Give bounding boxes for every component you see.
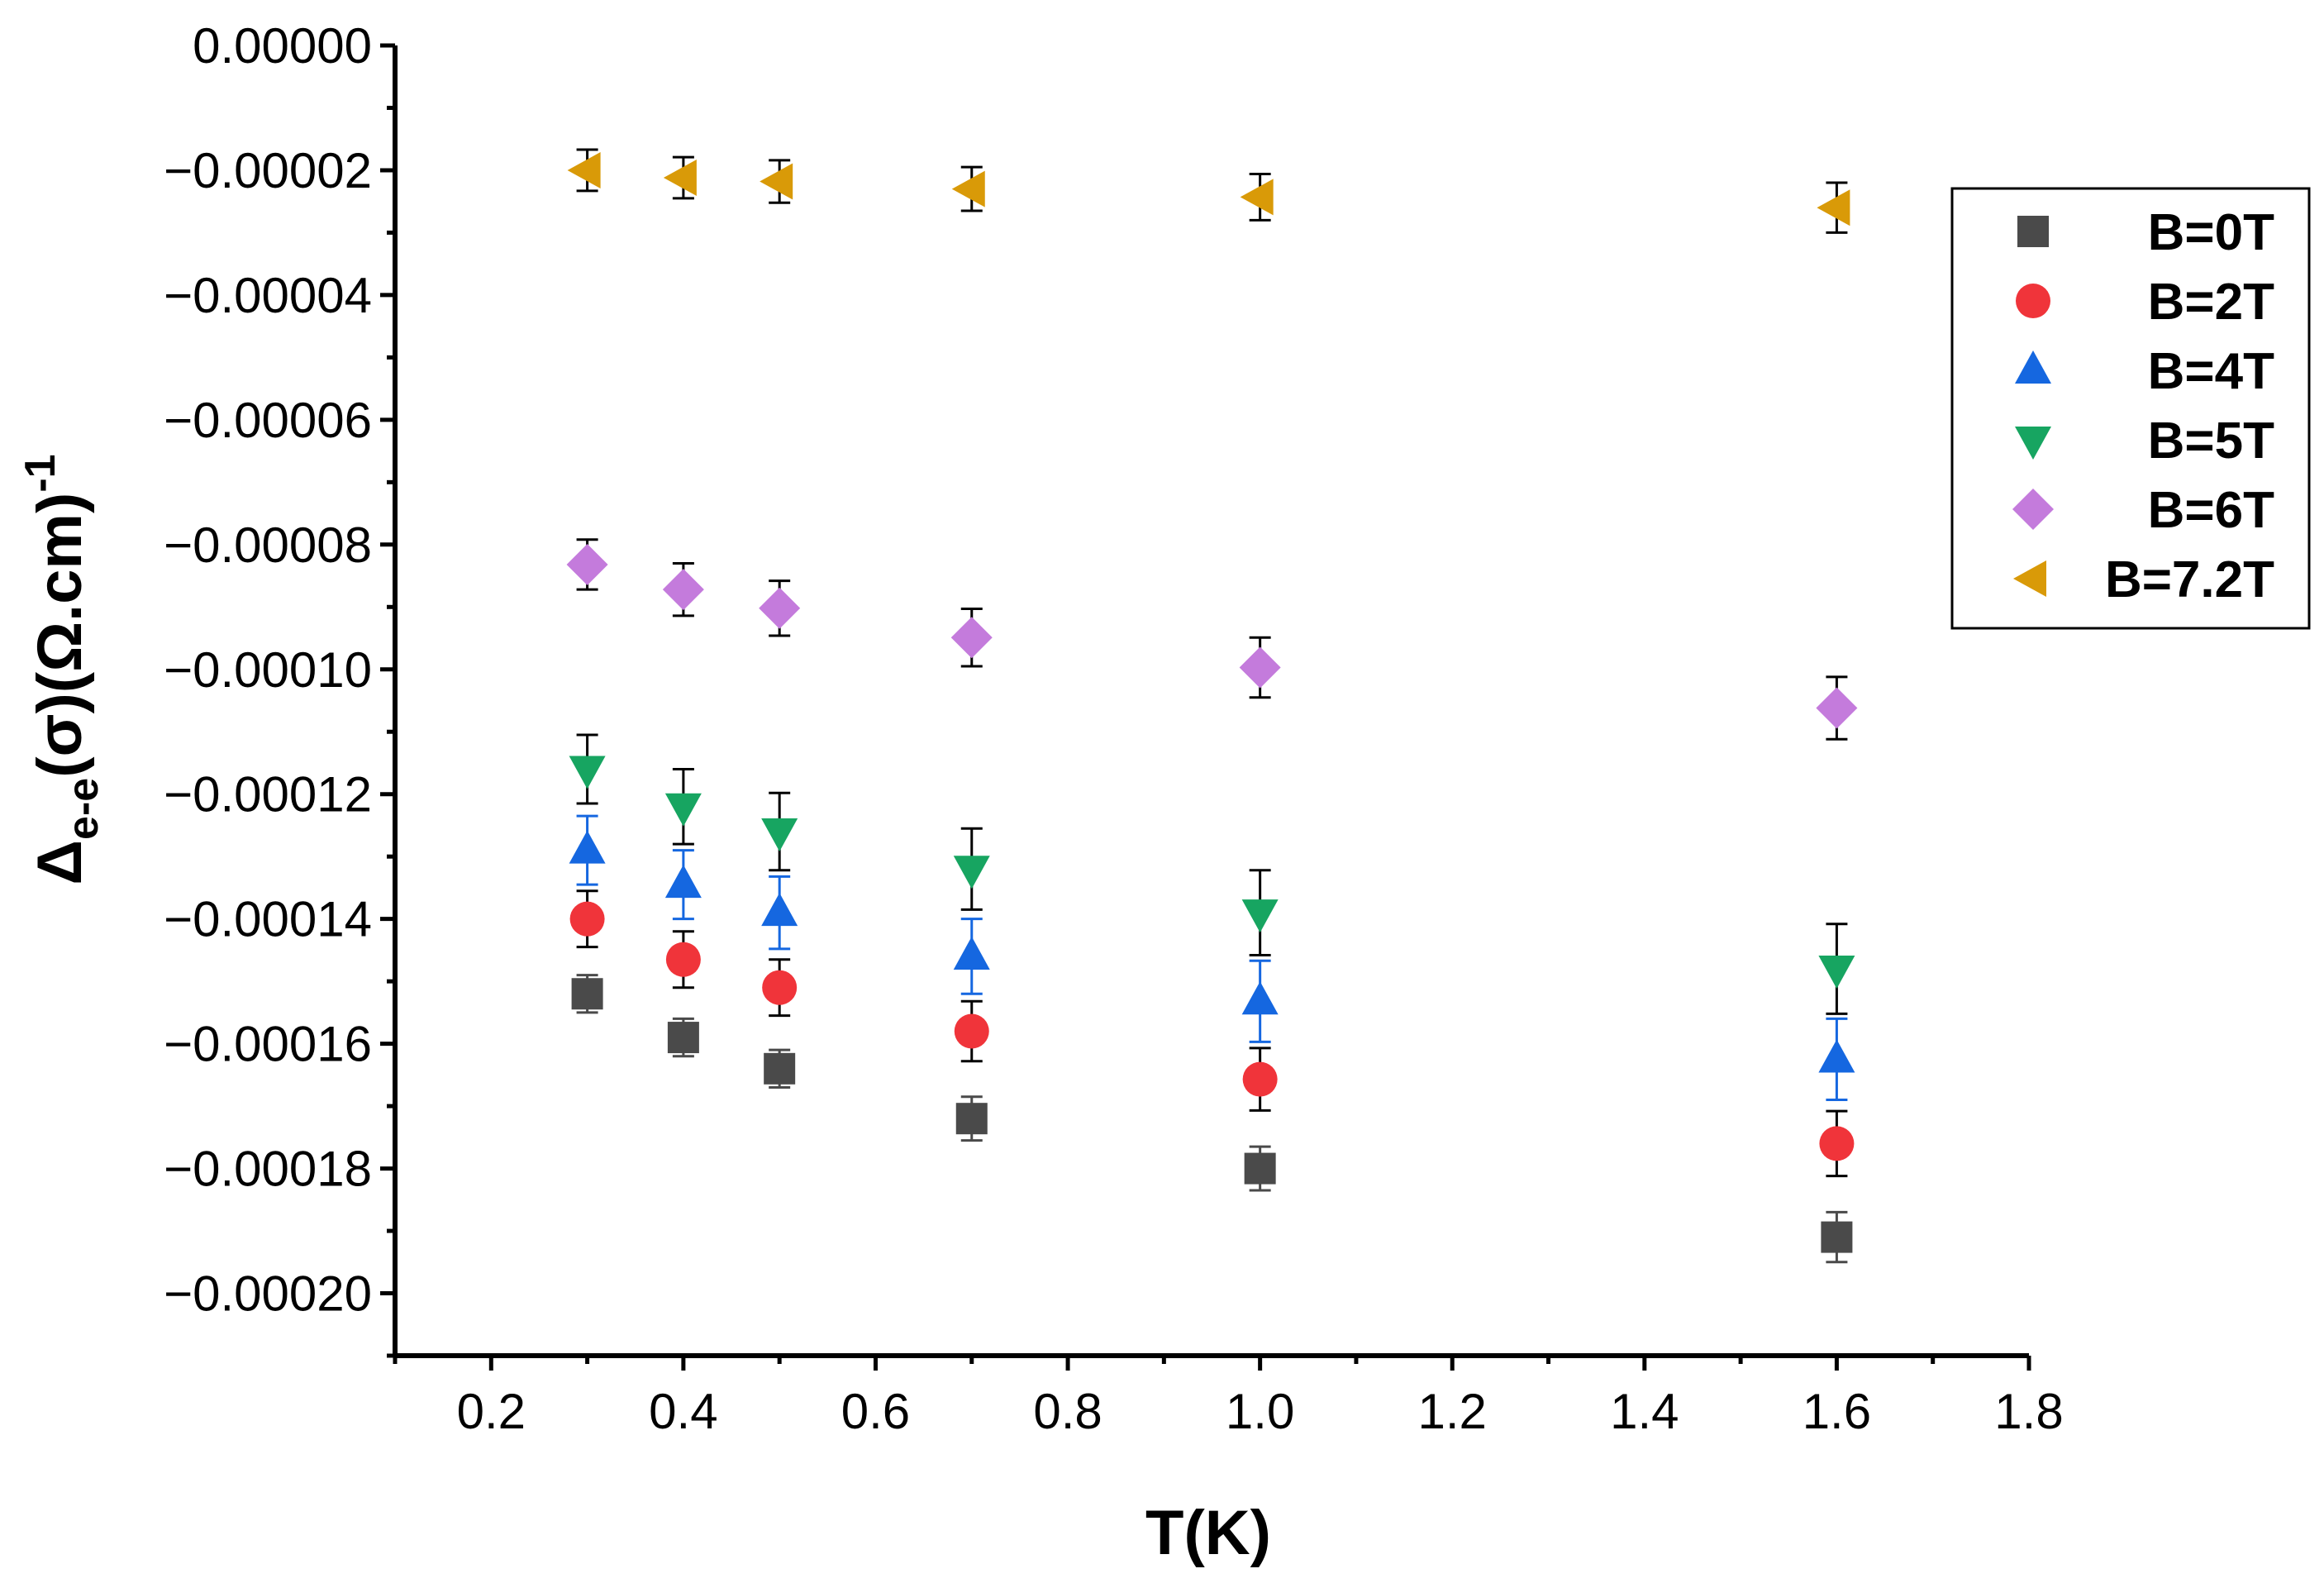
y-axis-title: Δe-e(σ)(Ω.cm)-1: [17, 454, 107, 884]
legend-marker-b-4t: [2015, 350, 2051, 384]
point-b-2t: [569, 901, 605, 937]
y-tick-label: −0.00020: [164, 1266, 372, 1322]
y-axis-title-main: Δ: [25, 840, 95, 885]
legend-label-b-6t: B=6T: [2148, 482, 2274, 539]
y-axis-title-subscript: e-e: [60, 778, 107, 840]
axis-titles: T(K) Δe-e(σ)(Ω.cm)-1: [17, 454, 1271, 1568]
point-b-4t: [664, 865, 702, 899]
point-b-0t: [1244, 1152, 1276, 1185]
point-b-4t: [1818, 1039, 1855, 1073]
legend: B=0T B=2T B=4T B=5T B=6T B=7.2T: [1950, 187, 2311, 630]
legend-marker-b-6t: [2012, 489, 2054, 530]
y-tick-label: 0.00000: [193, 18, 372, 74]
x-tick-label: 0.4: [649, 1384, 717, 1439]
y-tick-label: −0.00002: [164, 143, 372, 198]
point-b-4t: [761, 893, 798, 927]
y-tick-label: −0.00014: [164, 892, 372, 947]
point-b-2t: [665, 942, 701, 977]
point-b-4t: [569, 830, 606, 864]
x-tick-label: 0.6: [841, 1384, 910, 1439]
y-tick-label: −0.00010: [164, 642, 372, 698]
point-b-6t: [566, 543, 608, 585]
point-b-2t: [954, 1013, 989, 1049]
ticks: 0.00000 −0.00002 −0.00004 −0.00006 −0.00008 −…: [164, 18, 2064, 1439]
x-tick-label: 1.2: [1418, 1384, 1487, 1439]
legend-label-b-5t: B=5T: [2148, 412, 2274, 470]
y-axis-title-rest: (σ)(Ω.cm): [25, 493, 95, 778]
legend-label-b-2t: B=2T: [2148, 274, 2274, 331]
legend-box: [1950, 187, 2311, 630]
point-b-6t: [950, 617, 993, 659]
point-b-7-2t: [951, 170, 985, 207]
point-b-0t: [1821, 1221, 1853, 1253]
point-b-5t: [761, 818, 798, 851]
legend-marker-b-2t: [2016, 284, 2050, 318]
x-tick-label: 1.4: [1610, 1384, 1679, 1439]
error-bars: [576, 148, 1848, 1264]
point-b-0t: [955, 1103, 988, 1135]
legend-marker-b-0t: [2017, 216, 2049, 247]
point-b-2t: [1819, 1126, 1855, 1161]
point-b-7-2t: [663, 160, 697, 197]
x-axis-title: T(K): [1145, 1498, 1271, 1568]
point-b-7-2t: [567, 151, 601, 188]
point-b-0t: [571, 978, 603, 1010]
point-b-5t: [953, 856, 990, 889]
y-tick-label: −0.00008: [164, 517, 372, 573]
x-tick-label: 1.6: [1803, 1384, 1871, 1439]
point-b-6t: [662, 569, 704, 611]
data-points: [566, 151, 1858, 1253]
legend-label-b-4t: B=4T: [2148, 343, 2274, 400]
y-tick-label: −0.00012: [164, 767, 372, 822]
point-b-5t: [569, 756, 606, 789]
x-tick-label: 1.0: [1226, 1384, 1294, 1439]
legend-label-b-7-2t: B=7.2T: [2105, 551, 2274, 608]
point-b-6t: [759, 587, 801, 629]
point-b-5t: [1241, 899, 1279, 933]
axes: [393, 45, 2029, 1358]
y-axis-title-superscript: -1: [17, 454, 64, 492]
y-tick-label: −0.00018: [164, 1142, 372, 1197]
point-b-7-2t: [1817, 189, 1850, 226]
legend-label-b-0t: B=0T: [2148, 204, 2274, 261]
point-b-0t: [764, 1052, 796, 1085]
y-tick-label: −0.00004: [164, 268, 372, 323]
legend-marker-b-5t: [2015, 427, 2051, 460]
point-b-5t: [664, 793, 702, 827]
x-tick-label: 0.2: [457, 1384, 526, 1439]
point-b-6t: [1239, 646, 1281, 689]
point-b-4t: [953, 936, 990, 970]
point-b-6t: [1816, 687, 1858, 729]
point-b-0t: [667, 1022, 699, 1054]
x-tick-label: 1.8: [1994, 1384, 2063, 1439]
x-tick-label: 0.8: [1033, 1384, 1102, 1439]
legend-marker-b-7-2t: [2013, 560, 2046, 597]
point-b-5t: [1818, 956, 1855, 989]
point-b-7-2t: [1240, 179, 1274, 216]
point-b-4t: [1241, 981, 1279, 1015]
y-tick-label: −0.00016: [164, 1017, 372, 1072]
point-b-7-2t: [760, 163, 793, 200]
y-tick-label: −0.00006: [164, 393, 372, 448]
point-b-2t: [762, 970, 798, 1005]
point-b-2t: [1242, 1061, 1278, 1097]
